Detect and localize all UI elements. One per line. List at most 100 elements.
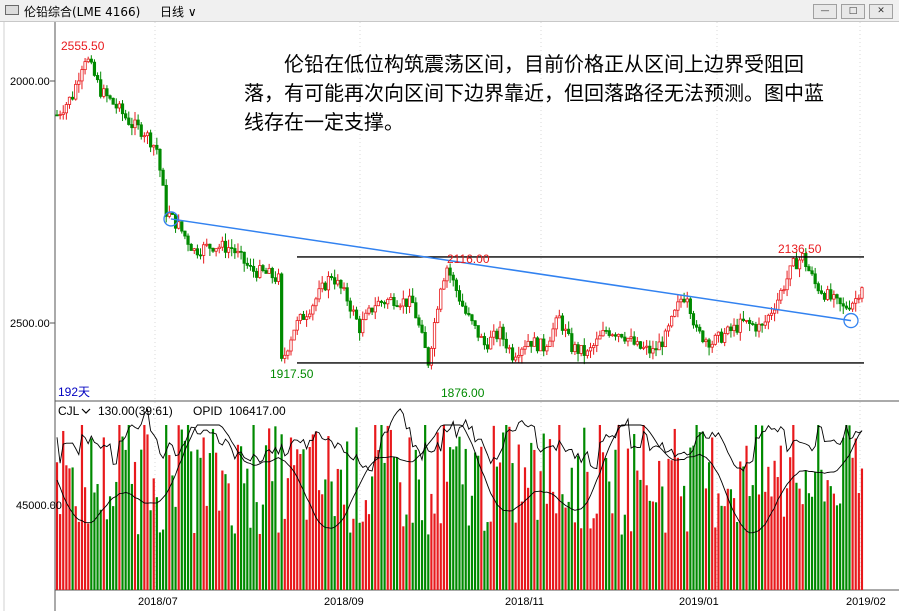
volume-bar [392,457,396,590]
volume-bar [171,475,174,590]
candle-up [854,298,858,304]
candle-down [404,298,409,307]
volume-bar [395,457,399,590]
volume-bar [817,425,820,590]
candle-down [688,298,692,315]
volume-bar [130,483,133,590]
volume-bar [536,519,539,590]
candle-down [529,340,533,347]
candle-down [807,266,811,272]
volume-bar [611,513,614,590]
volume-bar [767,466,770,590]
support-trendline[interactable] [170,218,852,322]
volume-bar [711,437,714,590]
volume-bar [146,434,149,590]
candle-up [304,316,309,320]
indicator-name[interactable]: CJL [58,404,80,418]
candle-down [208,243,212,249]
volume-bar [527,487,530,590]
trendline-handle-start[interactable] [163,211,179,227]
candle-up [710,343,714,348]
candle-down [114,103,118,109]
volume-bar [430,493,433,590]
candle-up [83,61,87,71]
candle-up [601,329,605,337]
candle-down [604,329,608,332]
volume-bar [623,514,626,590]
volume-bar [236,444,240,590]
candle-down [71,96,75,100]
candle-up [857,297,861,300]
candle-up [202,244,206,256]
candle-up [713,334,717,345]
candle-down [607,330,611,336]
volume-bar [264,445,268,590]
volume-bar [511,463,514,590]
candle-up [214,248,218,252]
volume-bar [835,505,839,590]
candle-down [173,214,178,229]
volume-bar [367,514,371,590]
window-controls: — □ ✕ [813,4,893,19]
candle-up [376,300,380,307]
candle-down [345,287,349,302]
volume-bar [751,485,754,590]
volume-bar [810,496,814,590]
candle-down [560,315,565,331]
trendline-handle-end[interactable] [843,312,859,329]
volume-bar [449,447,452,590]
candle-down [835,294,839,299]
candle-up [676,301,680,311]
volume-bar [308,447,311,590]
candle-up [704,339,708,343]
volume-bar [215,452,218,590]
candle-up [763,321,767,326]
annotation-box: 伦铅在低位构筑震荡区间，目前价格正从区间上边界受阻回落，有可能再次向区间下边界靠… [244,52,824,134]
candle-up [723,333,727,343]
candle-down [411,295,415,304]
close-icon[interactable]: ✕ [869,4,893,19]
candle-down [183,230,187,237]
candle-down [382,302,387,305]
volume-bar [804,470,807,590]
candle-up [177,221,181,229]
candle-up [314,298,318,307]
candle-down [370,307,374,313]
candle-down [654,348,658,351]
volume-bar [704,488,708,590]
volume-bar [558,425,561,590]
volume-bar [420,520,424,590]
period-selector[interactable]: 日线 ∨ [160,3,197,20]
opid-line [56,424,863,534]
minimize-icon[interactable]: — [813,4,837,19]
candle-up [657,341,661,351]
volume-bar [274,426,277,590]
label-2555: 2555.50 [61,39,105,53]
candle-up [685,298,689,303]
candle-down [754,324,758,332]
volume-bar [249,527,252,590]
candle-up [776,299,780,311]
candle-up [726,326,730,334]
indicator-dropdown-icon[interactable] [81,408,91,414]
candle-down [92,61,97,76]
candle-up [236,250,240,254]
chevron-down-icon: ∨ [184,5,197,19]
candle-down [379,300,384,303]
candle-up [588,347,593,352]
volume-bar [55,462,59,590]
candle-down [847,307,852,310]
candle-up [74,83,78,100]
candle-down [816,283,820,292]
candle-down [186,235,190,245]
candle-up [142,135,146,138]
candle-down [648,345,652,354]
volume-bar [389,429,392,590]
volume-bar [346,441,349,590]
candle-up [523,345,527,350]
volume-bar [789,457,792,590]
restore-icon[interactable]: □ [841,4,865,19]
volume-bar [233,533,236,590]
candle-up [432,322,437,349]
